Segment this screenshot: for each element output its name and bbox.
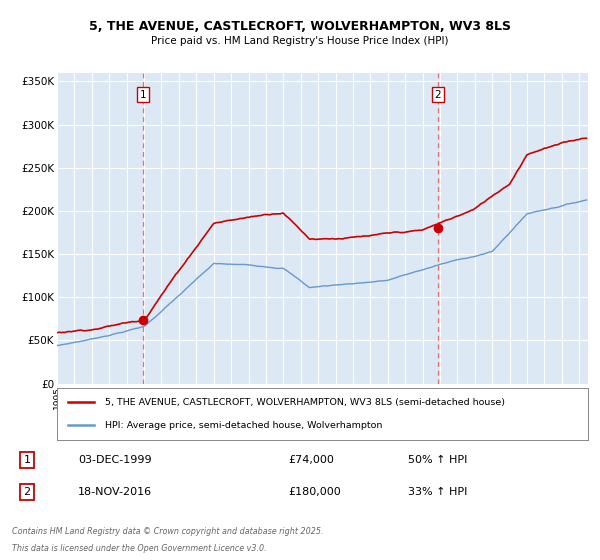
Text: HPI: Average price, semi-detached house, Wolverhampton: HPI: Average price, semi-detached house,…: [105, 421, 382, 430]
Text: 03-DEC-1999: 03-DEC-1999: [78, 455, 152, 465]
Text: 2: 2: [23, 487, 31, 497]
Text: 5, THE AVENUE, CASTLECROFT, WOLVERHAMPTON, WV3 8LS: 5, THE AVENUE, CASTLECROFT, WOLVERHAMPTO…: [89, 20, 511, 32]
Text: 50% ↑ HPI: 50% ↑ HPI: [408, 455, 467, 465]
Text: Price paid vs. HM Land Registry's House Price Index (HPI): Price paid vs. HM Land Registry's House …: [151, 36, 449, 46]
Text: 1: 1: [139, 90, 146, 100]
Text: 5, THE AVENUE, CASTLECROFT, WOLVERHAMPTON, WV3 8LS (semi-detached house): 5, THE AVENUE, CASTLECROFT, WOLVERHAMPTO…: [105, 398, 505, 407]
Text: £180,000: £180,000: [288, 487, 341, 497]
Text: 1: 1: [23, 455, 31, 465]
Text: £74,000: £74,000: [288, 455, 334, 465]
Text: This data is licensed under the Open Government Licence v3.0.: This data is licensed under the Open Gov…: [12, 544, 266, 553]
Text: 2: 2: [434, 90, 441, 100]
Text: Contains HM Land Registry data © Crown copyright and database right 2025.: Contains HM Land Registry data © Crown c…: [12, 527, 323, 536]
Text: 18-NOV-2016: 18-NOV-2016: [78, 487, 152, 497]
Text: 33% ↑ HPI: 33% ↑ HPI: [408, 487, 467, 497]
